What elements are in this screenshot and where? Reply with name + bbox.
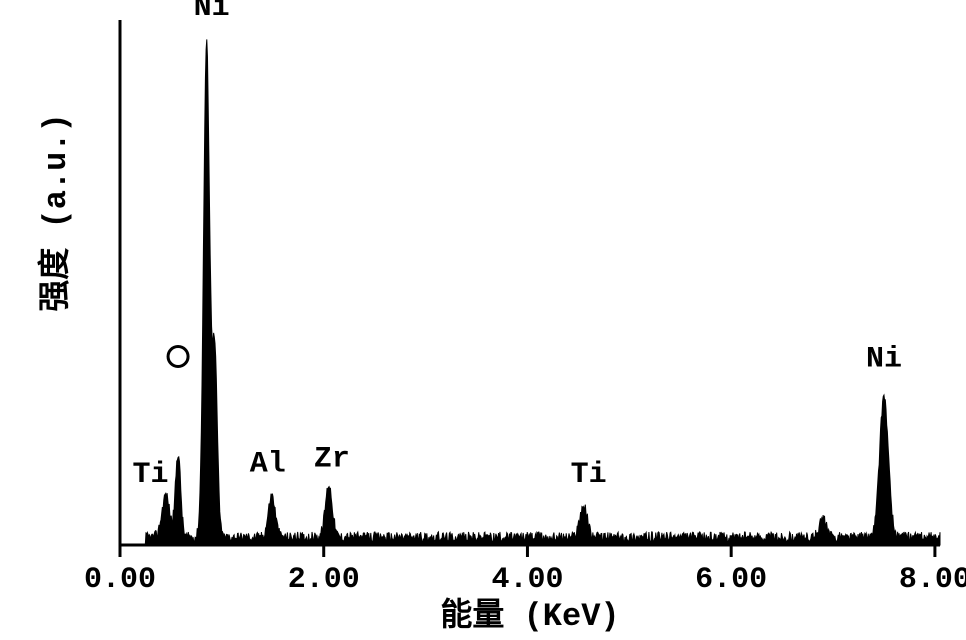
y-axis-label: 强度 (a.u.): [37, 113, 75, 311]
peak-label: Ni: [194, 0, 230, 25]
spectrum-svg: 0.00 2.00 4.00 6.00 8.00 Ti Ni Al Zr Ti Ni 能量 (KeV)…: [0, 0, 966, 640]
peak-label: Ti: [571, 458, 607, 492]
peak-label: Zr: [314, 442, 350, 476]
spectrum-fill: [120, 39, 940, 545]
eds-spectrum-chart: 0.00 2.00 4.00 6.00 8.00 Ti Ni Al Zr Ti Ni 能量 (KeV)…: [0, 0, 966, 640]
x-tick-label: 0.00: [84, 563, 156, 597]
x-tick-label: 4.00: [491, 563, 563, 597]
peak-label: Ni: [866, 343, 902, 377]
peak-label-o-icon: [168, 347, 188, 367]
x-tick-label: 8.00: [899, 563, 966, 597]
x-axis-label: 能量 (KeV): [440, 597, 619, 635]
x-tick-label: 6.00: [695, 563, 767, 597]
peak-label: Al: [250, 448, 286, 482]
peak-label: Ti: [133, 458, 169, 492]
x-tick-label: 2.00: [288, 563, 360, 597]
peak-labels: Ti Ni Al Zr Ti Ni: [133, 0, 902, 492]
